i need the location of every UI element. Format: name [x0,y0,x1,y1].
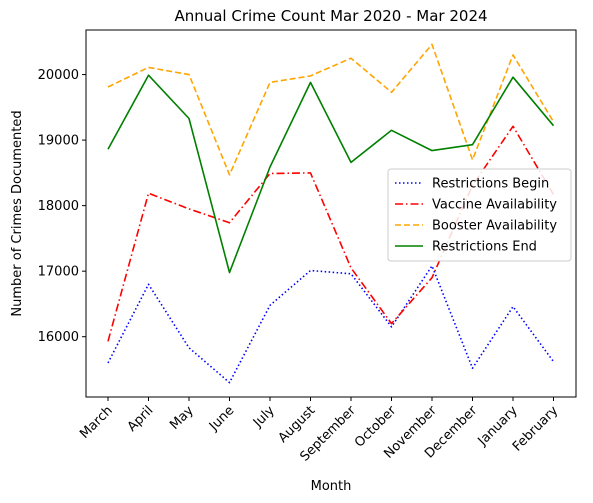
series-line [107,125,555,342]
x-tick-label: July [250,403,278,431]
legend-label: Restrictions End [432,240,537,255]
plot-area [85,29,577,398]
series-lines [107,43,555,384]
series-line [107,43,555,176]
series-line [107,74,555,274]
x-tick-label: May [167,403,197,433]
legend-label: Vaccine Availability [432,198,557,213]
x-tick-label: June [206,403,237,434]
y-axis-label: Number of Crimes Documented [10,110,25,316]
y-tick-label: 16000 [38,330,79,345]
series-line [107,265,555,384]
x-tick-label: April [125,403,157,435]
y-axis: 16000 17000 18000 19000 20000 [38,68,86,345]
y-tick-label: 18000 [38,199,79,214]
y-tick-label: 20000 [38,68,79,83]
y-tick-label: 19000 [38,134,79,149]
x-tick-label: March [77,403,116,442]
legend: Restrictions Begin Vaccine Availability Bo… [387,168,572,262]
legend-label: Booster Availability [432,219,557,234]
x-axis: March April May June JulyAugustSeptemberOcto… [77,397,562,465]
legend-box [387,168,572,262]
x-axis-label: Month [311,479,352,494]
legend-label: Restrictions Begin [432,177,549,192]
chart-title: Annual Crime Count Mar 2020 - Mar 2024 [174,7,487,25]
y-tick-label: 17000 [38,265,79,280]
